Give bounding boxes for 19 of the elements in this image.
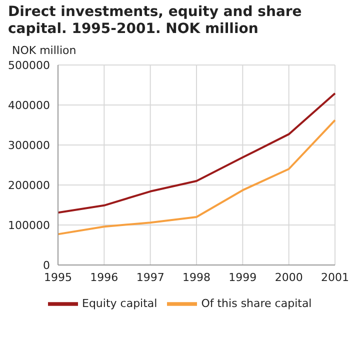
y-tick-label: 200000: [8, 178, 50, 192]
x-tick-label: 1995: [44, 270, 72, 284]
x-tick-label: 1997: [136, 270, 164, 284]
line-series: [57, 92, 336, 214]
chart-title: Direct investments, equity and share capital. 1995-2001. NOK million: [8, 4, 303, 38]
y-tick-label: 0: [43, 258, 50, 272]
y-tick-label: 400000: [8, 98, 50, 112]
legend-label: Equity capital: [82, 297, 158, 310]
legend-label: Of this share capital: [201, 297, 312, 310]
x-tick-label: 2000: [274, 270, 303, 284]
line-series: [57, 119, 336, 236]
y-tick-label: 100000: [8, 218, 50, 232]
y-axis-title: NOK million: [12, 44, 78, 57]
x-tick-label: 1998: [182, 270, 210, 284]
x-tick-label: 2001: [321, 270, 349, 284]
x-tick-label: 1996: [90, 270, 118, 284]
y-tick-label: 300000: [8, 138, 50, 152]
y-tick-label: 500000: [8, 58, 50, 72]
x-tick-label: 1999: [228, 270, 257, 284]
